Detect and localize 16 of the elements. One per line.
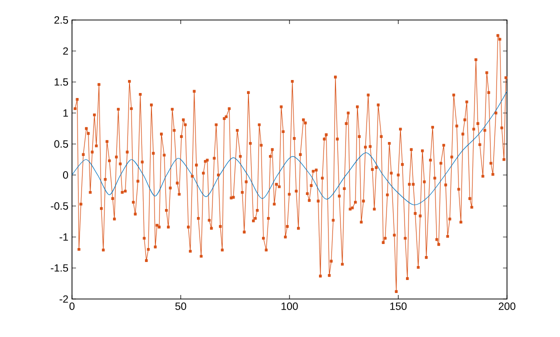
y-tick-label: -2 xyxy=(60,295,68,303)
x-tick-label: 50 xyxy=(175,302,186,310)
y-tick-label: 2 xyxy=(63,47,68,55)
y-tick-label: 2.5 xyxy=(54,16,68,24)
y-tick-label: 0 xyxy=(63,171,68,179)
y-tick-label: -1.5 xyxy=(50,264,68,272)
x-tick-label: 100 xyxy=(282,302,298,310)
x-tick-label: 0 xyxy=(69,302,74,310)
y-tick-label: -1 xyxy=(60,233,68,241)
line-series xyxy=(72,91,508,206)
y-tick-label: 1.5 xyxy=(54,78,68,86)
x-tick-label: 200 xyxy=(498,302,516,310)
y-tick-label: 1 xyxy=(63,109,68,117)
y-tick-label: 0.5 xyxy=(54,140,68,148)
x-tick-label: 150 xyxy=(390,302,407,310)
y-tick-label: -0.5 xyxy=(50,202,68,210)
